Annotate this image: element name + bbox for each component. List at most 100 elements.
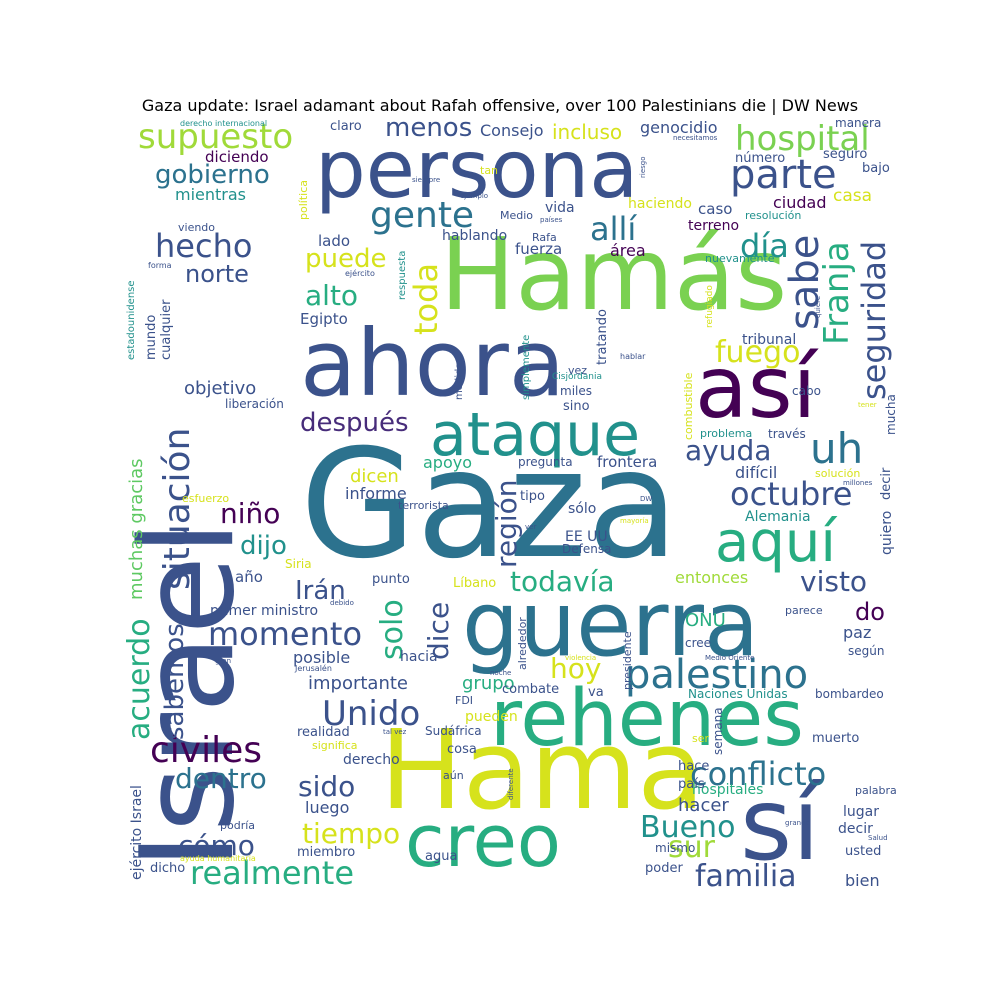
word-riesgo: riesgo <box>639 156 647 178</box>
word-tal-vez: tal vez <box>383 728 407 736</box>
word-mayoria: mayoría <box>620 517 649 525</box>
word-derecho-internacional: derecho internacional <box>180 119 268 128</box>
word-dia: día <box>740 227 789 265</box>
word-debido: debido <box>330 599 354 607</box>
word-fuego: fuego <box>715 335 801 370</box>
word-bueno: Bueno <box>640 810 736 845</box>
word-egipto: Egipto <box>300 310 348 328</box>
word-ciudad: ciudad <box>773 193 827 212</box>
word-forma: forma <box>148 261 172 270</box>
word-usted: usted <box>845 844 882 859</box>
word-diferente: diferente <box>507 768 515 800</box>
word-salud: Salud <box>868 834 888 842</box>
word-decir-2: decir <box>838 821 873 837</box>
word-combate: combate <box>502 682 560 697</box>
word-importante: importante <box>308 673 409 694</box>
word-como: cómo <box>178 829 255 862</box>
word-paz: paz <box>843 623 872 642</box>
word-alli: allí <box>590 210 637 248</box>
word-visto: visto <box>800 565 868 598</box>
word-naciones-unidas: Naciones Unidas <box>688 687 788 701</box>
word-ser: ser <box>692 732 710 745</box>
word-nuevamente: nuevamente <box>705 252 775 265</box>
word-violencia: violencia <box>565 654 597 662</box>
word-pueden: pueden <box>465 709 518 725</box>
word-supuesto: supuesto <box>138 117 294 157</box>
word-claro: claro <box>330 119 362 134</box>
word-posible: posible <box>293 648 351 667</box>
word-mismo: mismo <box>655 841 696 855</box>
word-si: sí <box>740 766 820 883</box>
word-politica: política <box>297 180 310 220</box>
word-civiles: civiles <box>150 730 263 771</box>
word-lugar: lugar <box>843 804 879 820</box>
word-ayuda: ayuda <box>685 434 772 467</box>
word-poder: poder <box>645 861 683 876</box>
word-dw: DW <box>640 495 653 503</box>
word-hacia: hacia <box>400 649 438 665</box>
word-mundo: mundo <box>144 314 159 360</box>
word-hospital: hospital <box>735 119 870 159</box>
word-rafa: Rafa <box>532 231 557 244</box>
word-sur: sur <box>668 830 715 865</box>
word-informe: informe <box>345 484 407 503</box>
word-ejemplo: ejemplo <box>460 192 489 200</box>
word-siria: Siria <box>285 557 312 571</box>
word-miles: miles <box>560 384 592 398</box>
word-numero: número <box>735 151 786 166</box>
word-lado: lado <box>318 232 351 250</box>
word-persona: persona <box>315 123 639 216</box>
word-palabra: palabra <box>855 784 897 797</box>
word-cisjordania: Cisjordania <box>552 372 602 382</box>
word-franja: Franja <box>817 241 857 345</box>
word-noche: noche <box>490 669 512 677</box>
word-pais: país <box>678 777 705 792</box>
word-iran: Irán <box>295 576 346 606</box>
word-situacion: situación <box>157 427 198 590</box>
word-apoyo: apoyo <box>423 453 473 472</box>
word-gobierno: gobierno <box>155 160 270 190</box>
word-todavia: todavía <box>510 565 615 598</box>
word-paises: países <box>540 216 563 224</box>
word-miembro: miembro <box>297 845 356 860</box>
word-tratando: tratando <box>595 309 610 365</box>
word-hamas: Hamás <box>440 216 788 333</box>
word-terreno: terreno <box>688 218 740 234</box>
word-solo-2: sólo <box>568 501 597 517</box>
word-puede: puede <box>305 244 387 274</box>
word-jerusalen: Jerusalén <box>295 664 332 673</box>
word-diciendo: diciendo <box>205 148 269 166</box>
word-guerra: guerra <box>462 572 760 677</box>
word-necesitamos: necesitamos <box>673 134 718 142</box>
word-simplemente: simplemente <box>521 334 532 400</box>
word-consejo: Consejo <box>480 121 544 140</box>
word-asi: así <box>695 338 817 438</box>
word-aun: aún <box>443 769 464 782</box>
word-seguro: seguro <box>823 147 868 162</box>
word-haciendo: haciendo <box>628 196 692 212</box>
word-muchas-gracias: muchas gracias <box>126 458 147 600</box>
word-presidente: presidente <box>621 631 634 690</box>
word-fdi: FDI <box>455 694 474 707</box>
word-grupo: grupo <box>462 673 515 694</box>
word-tribunal: tribunal <box>742 332 797 348</box>
word-realmente: realmente <box>190 854 355 892</box>
word-palestino: palestino <box>625 652 809 698</box>
word-vez: vez <box>568 364 588 377</box>
word-terrorista: terrorista <box>398 499 449 512</box>
word-primer-ministro: primer ministro <box>210 603 319 619</box>
word-quiere: quiere <box>814 295 822 318</box>
word-alrededor: alrededor <box>516 617 529 670</box>
word-rehenes: rehenes <box>490 674 804 764</box>
word-frontera: frontera <box>597 453 658 471</box>
word-alto: alto <box>305 279 359 312</box>
word-hecho: hecho <box>155 227 253 265</box>
word-ahora: ahora <box>300 310 566 417</box>
word-pregunta: pregunta <box>518 455 573 469</box>
word-region: región <box>490 479 523 568</box>
word-ataque: ataque <box>430 400 641 470</box>
word-hace: hace <box>678 759 710 774</box>
word-sudafrica: Sudáfrica <box>425 724 482 738</box>
word-menos: menos <box>385 113 473 143</box>
word-octubre: octubre <box>730 475 853 513</box>
